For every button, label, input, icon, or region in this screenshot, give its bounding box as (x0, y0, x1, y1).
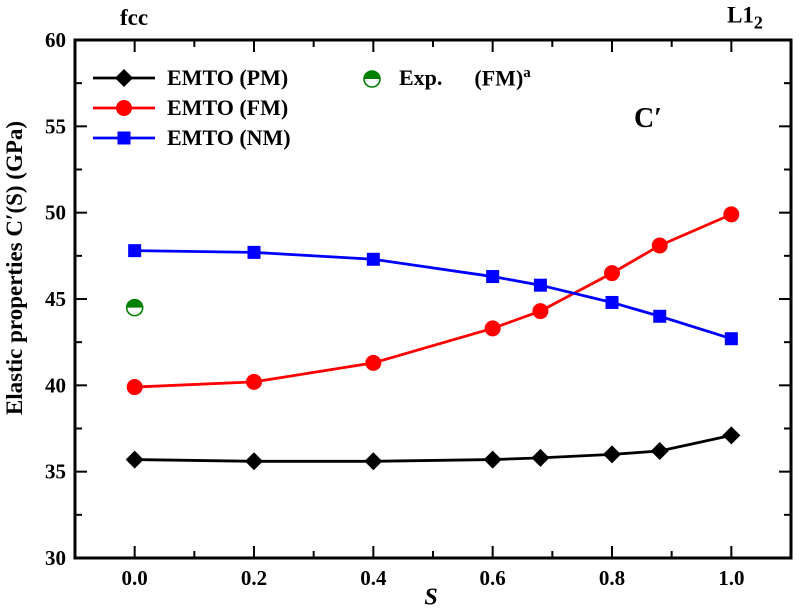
series-emto-pm- (125, 426, 741, 471)
legend-item-exp: Exp. (FM)a (361, 63, 531, 93)
legend-label-exp-fm: (FM)a (474, 65, 530, 91)
legend-marker (116, 100, 132, 116)
data-point-marker (603, 445, 621, 464)
data-point-marker (604, 265, 620, 282)
data-point-marker (246, 373, 262, 390)
y-tick-label: 30 (45, 546, 66, 570)
legend-marker-exp-half-circle-icon (361, 67, 383, 89)
x-tick-label: 1.0 (718, 566, 744, 590)
legend-label-exp: Exp. (399, 65, 443, 90)
data-point-marker (723, 206, 740, 223)
data-point-marker (366, 252, 380, 266)
legend: EMTO (PM) EMTO (FM) EMTO (NM) (93, 63, 291, 153)
legend-item-emto-nm: EMTO (NM) (93, 123, 291, 153)
legend-marker (115, 69, 133, 87)
phase-label-l12-sub: 2 (753, 12, 763, 33)
legend-label-exp-fm-text: (FM) (474, 65, 524, 91)
plot-frame (73, 38, 793, 560)
series-emto-fm- (126, 206, 740, 396)
legend-swatch-canvas (93, 69, 155, 87)
y-tick-label: 60 (45, 28, 66, 52)
data-point-marker (722, 426, 741, 445)
legend-item-emto-pm: EMTO (PM) (93, 63, 291, 93)
data-point-marker (532, 303, 549, 320)
y-tick-label: 45 (45, 287, 66, 311)
data-point-marker (365, 354, 382, 371)
legend-swatch-canvas (363, 70, 381, 88)
x-tick-label: 0.2 (241, 566, 267, 590)
legend-swatch-canvas (93, 100, 155, 116)
data-point-marker (724, 332, 738, 346)
x-tick-label: 0.0 (122, 566, 148, 590)
x-tick-label: 0.4 (360, 566, 387, 590)
x-axis-title: S (424, 584, 438, 611)
y-tick-label: 40 (45, 373, 66, 397)
series-line (134, 213, 732, 389)
legend-marker-pm-diamond-icon (93, 68, 155, 88)
x-tick-label: 0.8 (599, 566, 625, 590)
series-line (134, 434, 732, 463)
data-point-marker (247, 245, 261, 259)
legend-item-emto-fm: EMTO (FM) (93, 93, 291, 123)
legend-marker-fm-circle-icon (93, 98, 155, 118)
data-point-marker (533, 278, 547, 292)
legend-label-emto-fm: EMTO (FM) (167, 95, 289, 120)
data-point-marker (651, 237, 668, 254)
y-tick-label: 55 (45, 114, 66, 138)
legend-swatch-canvas (93, 131, 155, 145)
y-tick-label: 50 (45, 201, 66, 225)
data-point-marker (484, 320, 501, 337)
data-point-marker (126, 379, 143, 396)
exp-data-point-fill (126, 299, 143, 308)
x-tick-label: 0.6 (480, 566, 506, 590)
legend-label-emto-pm: EMTO (PM) (167, 65, 289, 90)
series-emto-nm- (128, 244, 738, 346)
data-point-marker (245, 452, 263, 471)
data-point-marker (128, 244, 142, 258)
series-line (134, 249, 732, 341)
data-point-marker (650, 441, 669, 460)
legend-marker-nm-square-icon (93, 128, 155, 148)
y-axis-title: Elastic properties C′(S) (GPa) (2, 120, 27, 416)
data-point-marker (653, 309, 667, 323)
phase-label-l12: L12 (727, 3, 763, 34)
data-point-marker (531, 448, 550, 467)
phase-label-l12-base: L1 (727, 2, 754, 28)
y-tick-label: 35 (45, 460, 66, 484)
legend-marker (117, 131, 131, 145)
data-point-marker (125, 450, 144, 469)
curve-label-cprime: C′ (633, 103, 663, 134)
legend-exp-marker-fill (364, 71, 380, 79)
legend-label-emto-nm: EMTO (NM) (167, 125, 291, 150)
data-point-marker (486, 270, 500, 284)
data-point-marker (364, 452, 383, 471)
data-point-marker (605, 295, 619, 309)
data-point-marker (483, 450, 502, 469)
legend-label-exp-fm-superscript: a (523, 64, 531, 81)
phase-label-fcc: fcc (119, 5, 149, 30)
